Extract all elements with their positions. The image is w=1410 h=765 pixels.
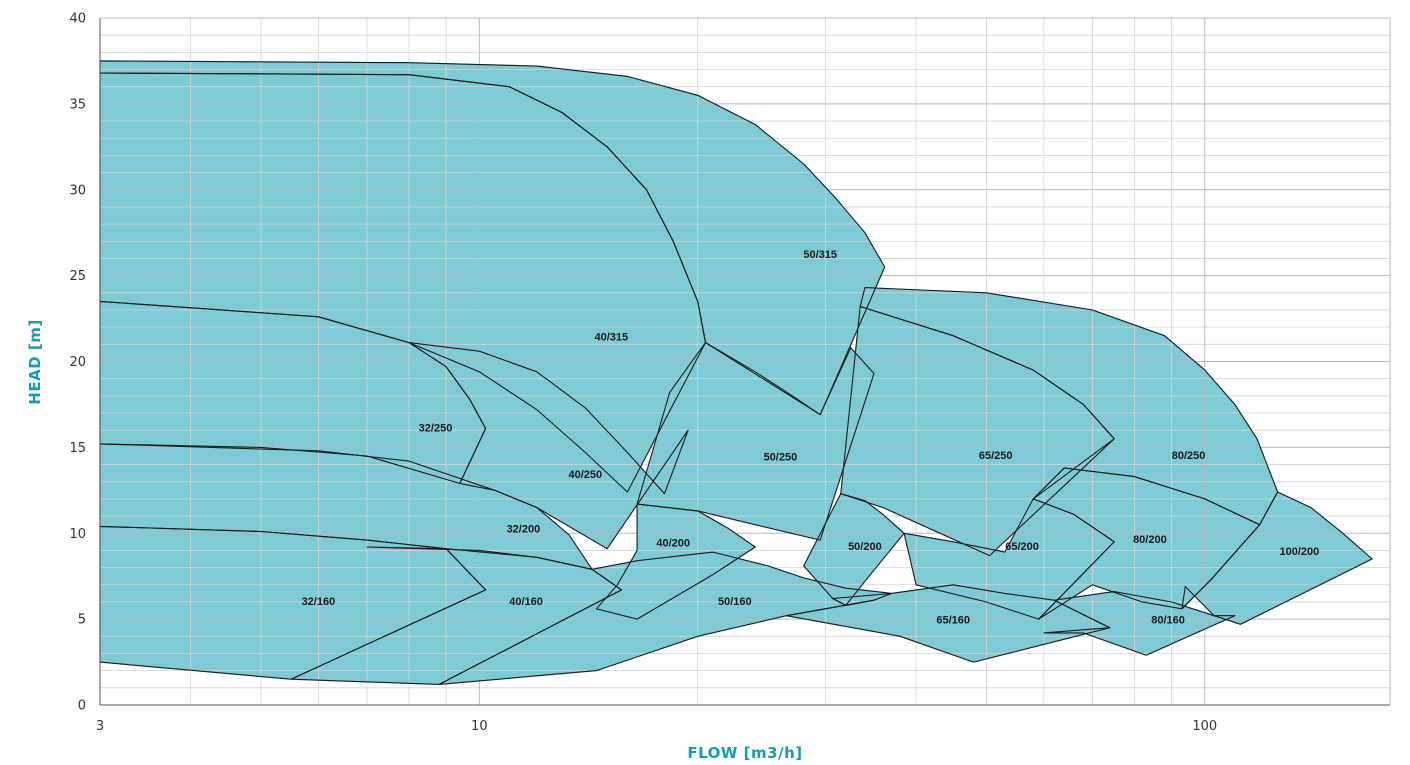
region-label-65-160: 65/160 [936, 615, 970, 627]
region-label-40-250: 40/250 [568, 469, 602, 481]
region-label-65-250: 65/250 [979, 450, 1013, 462]
y-tick-label: 25 [69, 269, 86, 284]
y-axis-title: HEAD [m] [26, 319, 44, 404]
region-outline-50-160 [438, 551, 893, 685]
region-label-50-315: 50/315 [803, 249, 837, 261]
y-tick-label: 15 [69, 441, 86, 456]
x-axis-title: FLOW [m3/h] [687, 744, 802, 762]
y-tick-label: 40 [69, 12, 86, 27]
region-outline-40-250 [408, 342, 689, 550]
region-label-50-200: 50/200 [848, 541, 882, 553]
region-label-100-200: 100/200 [1280, 546, 1320, 558]
region-label-40-160: 40/160 [509, 596, 543, 608]
region-outline-50-250 [636, 342, 875, 541]
region-label-80-200: 80/200 [1133, 534, 1167, 546]
region-labels: 50/315 40/315 32/250 40/250 50/250 32/200 40/2… [302, 249, 1320, 627]
region-label-32-250: 32/250 [419, 422, 453, 434]
region-label-65-200: 65/200 [1005, 541, 1039, 553]
region-outline-40-200 [595, 503, 756, 620]
region-outline-80-200 [1032, 467, 1261, 620]
region-outline-50-200 [803, 493, 905, 606]
region-outlines [99, 60, 1373, 685]
y-tick-label: 35 [69, 97, 86, 112]
tick-labels: 0 5 10 15 20 25 30 35 40 3 10 100 [69, 12, 1217, 735]
y-tick-label: 20 [69, 355, 86, 370]
region-label-40-200: 40/200 [656, 538, 690, 550]
y-tick-label: 5 [78, 613, 86, 628]
region-label-80-160: 80/160 [1151, 615, 1185, 627]
x-tick-label: 10 [471, 719, 488, 734]
region-label-32-160: 32/160 [302, 596, 336, 608]
region-outline-80-160 [1043, 591, 1236, 656]
region-outline-65-160 [785, 584, 1111, 663]
y-tick-label: 0 [78, 699, 86, 714]
pump-regions [99, 60, 1374, 686]
region-label-80-250: 80/250 [1172, 450, 1206, 462]
x-tick-label: 100 [1192, 719, 1217, 734]
y-tick-label: 30 [69, 183, 86, 198]
x-tick-label: 3 [96, 719, 104, 734]
region-label-40-315: 40/315 [594, 331, 628, 343]
region-label-50-250: 50/250 [764, 452, 798, 464]
y-tick-label: 10 [69, 527, 86, 542]
region-label-32-200: 32/200 [507, 524, 541, 536]
region-label-50-160: 50/160 [718, 596, 752, 608]
